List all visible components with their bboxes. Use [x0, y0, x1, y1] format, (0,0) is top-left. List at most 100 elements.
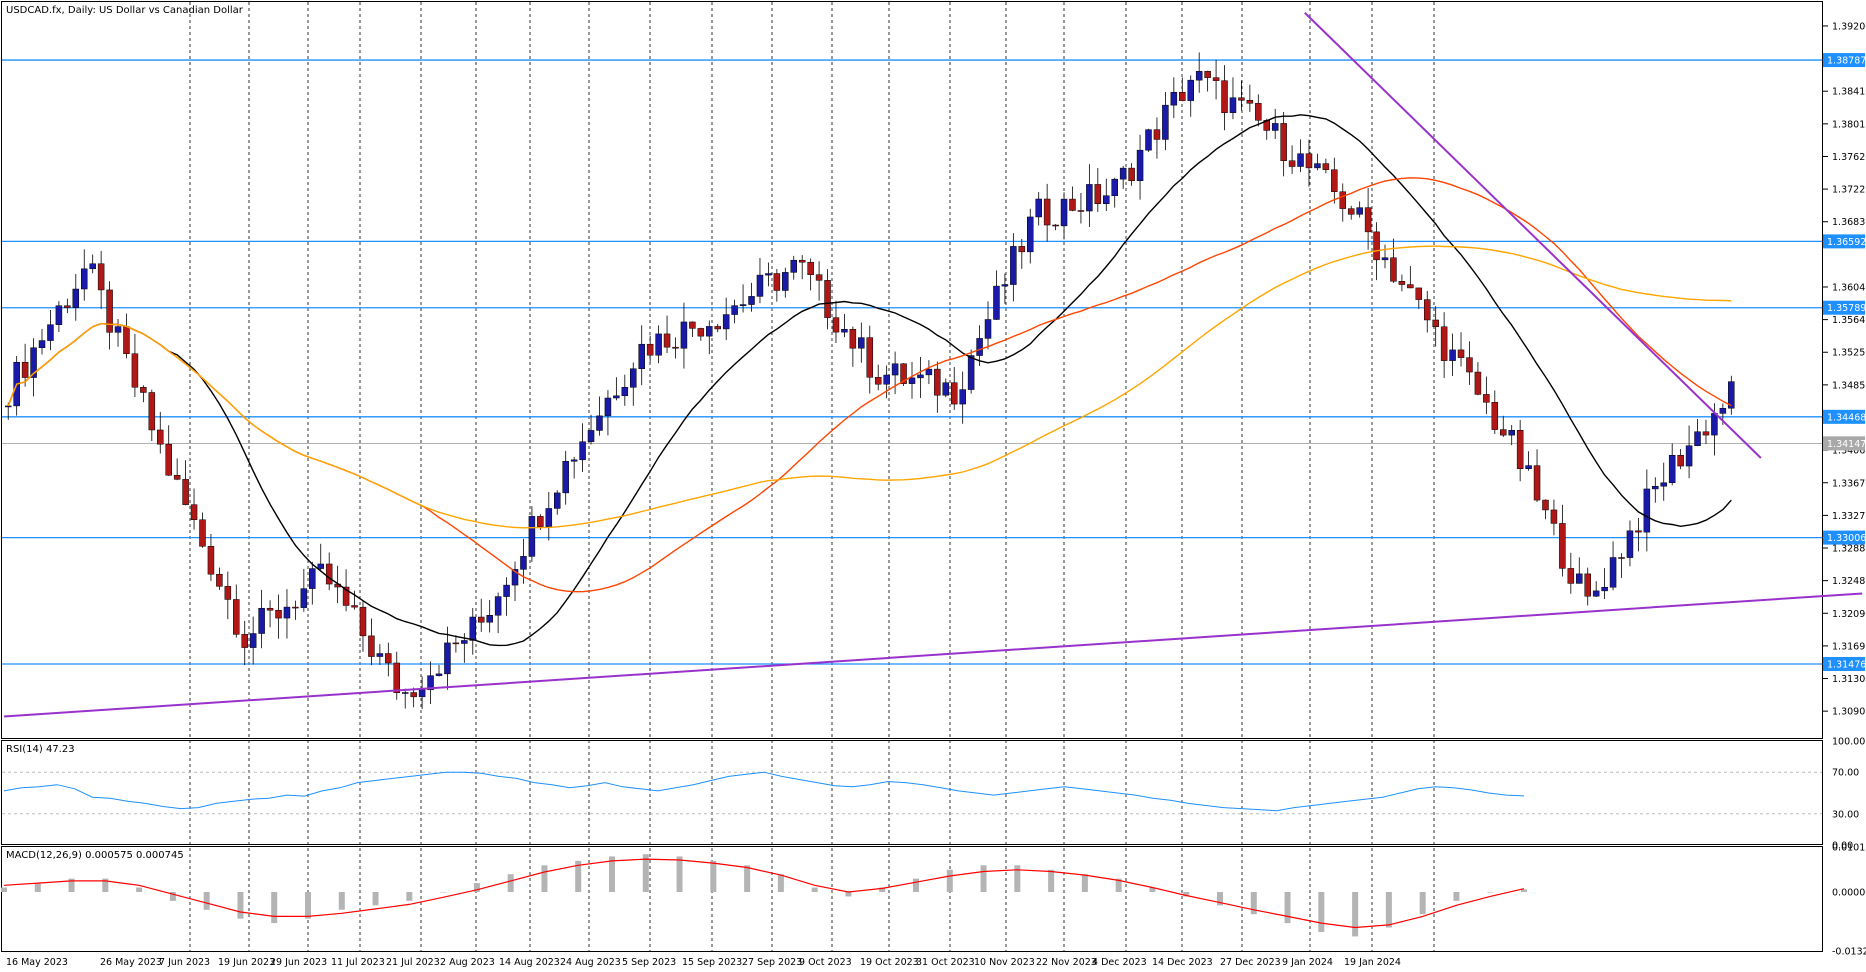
- price-axis[interactable]: 1.39200 1.38410 1.38015 1.37620 1.37225 1.368…: [1822, 21, 1866, 718]
- candle-body: [1322, 163, 1330, 170]
- macd-histogram-bar: [372, 891, 379, 906]
- candle-body: [72, 288, 80, 308]
- candle-body: [1035, 198, 1042, 218]
- date-tick-label: 2 Aug 2023: [440, 957, 495, 968]
- macd-histogram-bar: [710, 860, 717, 892]
- date-tick-label: 19 Oct 2023: [860, 957, 919, 968]
- candle-body: [765, 273, 772, 276]
- macd-histogram-bar: [1048, 869, 1055, 892]
- candle-body: [325, 563, 333, 585]
- macd-histogram-bar: [136, 887, 143, 892]
- candle-body: [38, 340, 46, 348]
- candle-body: [300, 588, 308, 608]
- candle-body: [1305, 153, 1313, 169]
- macd-histogram-bar: [541, 865, 548, 892]
- candle-body: [545, 508, 553, 527]
- candle-body: [435, 673, 443, 676]
- candle-body: [1601, 587, 1608, 592]
- price-tick-label: 1.34065: [1832, 446, 1866, 457]
- price-tick-label: 1.36040: [1832, 282, 1866, 293]
- current-price-label: 1.34147: [1827, 439, 1866, 450]
- candle-body: [1576, 573, 1583, 584]
- macd-histogram-bar: [1, 887, 7, 892]
- candle-body: [1474, 371, 1482, 395]
- candle-body: [1677, 455, 1684, 467]
- candle-body: [874, 377, 882, 385]
- macd-histogram-bar: [575, 860, 582, 892]
- candle-body: [579, 441, 586, 461]
- level-price-label: 1.38787: [1827, 56, 1866, 67]
- price-tick-label: 1.35250: [1832, 348, 1866, 359]
- candle-body: [925, 368, 933, 376]
- macd-histogram-bar: [68, 878, 75, 892]
- candle-body: [241, 634, 248, 648]
- macd-histogram-bar: [1014, 865, 1021, 892]
- macd-histogram-bar: [338, 891, 345, 910]
- moving-averages: [7, 114, 1732, 647]
- macd-pane-border: [1, 846, 1823, 952]
- candle-body: [182, 479, 189, 505]
- candle-body: [1584, 573, 1591, 597]
- candle-body: [1668, 455, 1676, 484]
- candle-body: [106, 289, 113, 333]
- macd-histogram-bar: [406, 891, 413, 901]
- macd-histogram-bar: [980, 865, 987, 892]
- candle-body: [537, 516, 544, 527]
- macd-histogram-bar: [169, 891, 176, 901]
- rsi-tick-label: 70.00: [1832, 768, 1859, 779]
- candle-body: [739, 304, 747, 306]
- candle-body: [942, 382, 950, 396]
- candle-body: [503, 584, 510, 597]
- candle-body: [672, 346, 679, 349]
- price-tick-label: 1.38410: [1832, 87, 1866, 98]
- date-tick-label: 14 Dec 2023: [1152, 957, 1213, 968]
- candle-body: [1491, 402, 1499, 430]
- candle-body: [1179, 91, 1186, 101]
- rsi-title: RSI(14) 47.23: [6, 744, 75, 755]
- candle-body: [249, 633, 257, 648]
- candle-body: [908, 377, 916, 384]
- candle-body: [401, 692, 409, 694]
- candle-body: [97, 263, 105, 291]
- candle-body: [891, 363, 899, 376]
- candle-body: [950, 382, 958, 405]
- price-tick-label: 1.31300: [1832, 674, 1866, 685]
- candle-body: [452, 642, 460, 645]
- candle-body: [1449, 349, 1456, 361]
- candle-body: [1331, 169, 1338, 192]
- candle-body: [258, 607, 265, 634]
- macd-histogram-bar: [237, 891, 244, 919]
- date-tick-label: 19 Jun 2023: [218, 957, 275, 968]
- candle-body: [1136, 149, 1144, 181]
- date-tick-label: 9 Oct 2023: [799, 957, 852, 968]
- candle-body: [807, 261, 814, 275]
- date-tick-label: 27 Dec 2023: [1220, 957, 1281, 968]
- candle-body: [638, 343, 645, 369]
- macd-histogram-bar: [879, 887, 886, 892]
- candle-body: [233, 599, 240, 635]
- candle-body: [714, 326, 721, 330]
- horizontal-levels: [2, 59, 1822, 665]
- candle-body: [1153, 129, 1161, 140]
- candle-body: [1162, 104, 1169, 140]
- trendlines[interactable]: [3, 12, 1863, 718]
- candle-body: [1280, 123, 1287, 161]
- date-tick-label: 9 Jan 2024: [1282, 957, 1333, 968]
- macd-histogram-bar: [1385, 891, 1392, 928]
- candle-body: [1635, 530, 1642, 533]
- candle-body: [1229, 97, 1237, 113]
- candle-body: [64, 305, 71, 308]
- candle-body: [1221, 80, 1228, 113]
- candle-body: [1001, 284, 1009, 287]
- candle-body: [351, 605, 358, 608]
- candle-body: [1314, 163, 1321, 169]
- candle-body: [883, 374, 890, 385]
- price-tick-label: 1.32090: [1832, 609, 1866, 620]
- candle-body: [376, 653, 384, 657]
- sma-20-line: [7, 114, 1732, 647]
- candle-body: [748, 296, 755, 305]
- candle-body: [1500, 429, 1507, 436]
- candle-body: [722, 314, 730, 330]
